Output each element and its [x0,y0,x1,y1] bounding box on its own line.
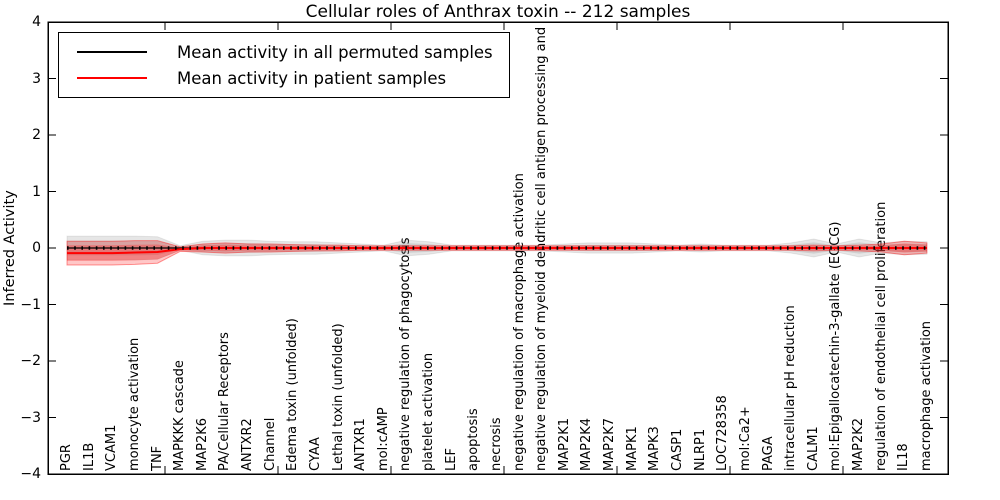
legend-line-permuted-icon [77,51,147,53]
legend-label-patient: Mean activity in patient samples [177,68,447,88]
chart-title: Cellular roles of Anthrax toxin -- 212 s… [305,2,691,22]
legend-line-patient-icon [77,77,147,79]
y-tick-label: −3 [20,409,41,426]
y-tick-label: 0 [32,240,41,256]
y-tick-label: −4 [20,466,41,482]
y-tick-label: 1 [32,183,41,200]
legend-item-permuted: Mean activity in all permuted samples [77,39,509,65]
legend-item-patient: Mean activity in patient samples [77,65,509,91]
y-tick-label: 2 [32,127,41,143]
legend-label-permuted: Mean activity in all permuted samples [177,42,493,62]
y-tick-label: 4 [32,14,41,30]
legend: Mean activity in all permuted samples Me… [58,32,510,98]
y-tick-label: −1 [20,296,41,313]
y-tick-label: 3 [32,70,41,87]
y-tick-label: −2 [20,353,41,369]
